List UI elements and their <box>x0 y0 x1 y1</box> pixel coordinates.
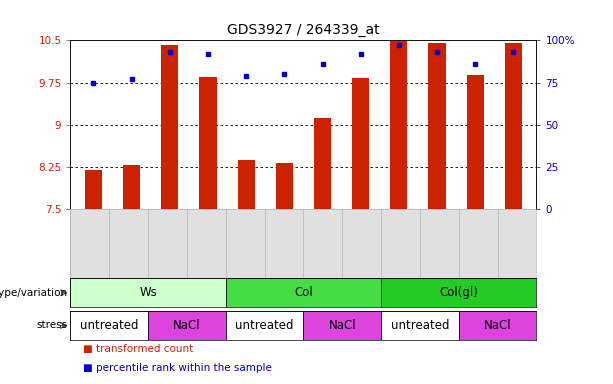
Bar <box>459 311 536 340</box>
Text: NaCl: NaCl <box>173 319 201 332</box>
Text: Col: Col <box>294 286 313 299</box>
Bar <box>85 170 102 209</box>
Bar <box>276 163 293 209</box>
Bar <box>199 77 216 209</box>
Text: NaCl: NaCl <box>329 319 356 332</box>
Bar <box>123 166 140 209</box>
Bar <box>428 43 446 209</box>
Bar <box>390 41 408 209</box>
Bar <box>381 278 536 307</box>
Bar <box>381 311 459 340</box>
Text: untreated: untreated <box>80 319 139 332</box>
Text: untreated: untreated <box>390 319 449 332</box>
Bar <box>226 278 381 307</box>
Bar <box>148 311 226 340</box>
Text: Ws: Ws <box>139 286 157 299</box>
Bar <box>161 45 178 209</box>
Bar <box>303 311 381 340</box>
Text: stress: stress <box>36 320 67 331</box>
Title: GDS3927 / 264339_at: GDS3927 / 264339_at <box>227 23 379 36</box>
Bar <box>466 75 484 209</box>
Text: genotype/variation: genotype/variation <box>0 288 67 298</box>
Bar <box>238 160 255 209</box>
Text: ■ transformed count: ■ transformed count <box>83 344 193 354</box>
Bar <box>505 43 522 209</box>
Bar <box>352 78 369 209</box>
Bar <box>226 311 303 340</box>
Text: ■ percentile rank within the sample: ■ percentile rank within the sample <box>83 363 272 373</box>
Bar <box>70 278 226 307</box>
Text: Col(gl): Col(gl) <box>440 286 478 299</box>
Bar <box>70 311 148 340</box>
Bar <box>314 118 331 209</box>
Text: untreated: untreated <box>235 319 294 332</box>
Text: NaCl: NaCl <box>484 319 511 332</box>
